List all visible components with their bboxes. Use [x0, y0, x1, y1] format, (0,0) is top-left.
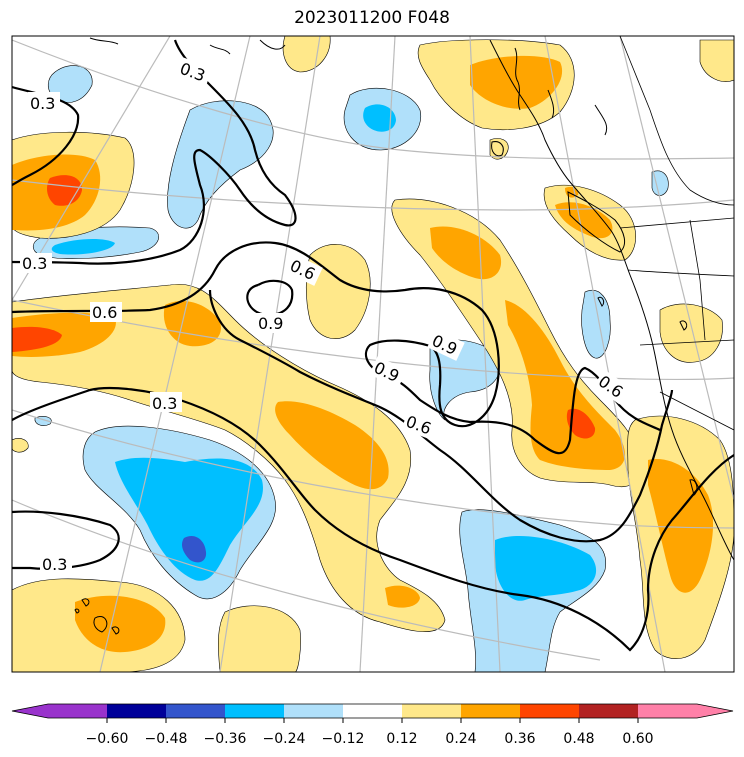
colorbar-bin [166, 704, 225, 718]
contour-label: 0.6 [92, 303, 117, 322]
colorbar-extend-high [697, 704, 733, 718]
colorbar-tick-label: 0.36 [504, 731, 535, 747]
colorbar-tick-label: 0.24 [445, 731, 476, 747]
colorbar-tick-label: −0.36 [204, 731, 247, 747]
colorbar-bin [579, 704, 638, 718]
map-title: 2023011200 F048 [294, 8, 450, 28]
colorbar-tick-label: −0.24 [263, 731, 306, 747]
colorbar-bin [225, 704, 284, 718]
colorbar-tick-label: 0.12 [386, 731, 417, 747]
colorbar-extend-low [12, 704, 48, 718]
contour-label: 0.3 [152, 394, 177, 413]
graticule-lines [12, 36, 734, 672]
positive-anomaly-fill [12, 36, 734, 672]
colorbar-bin [520, 704, 579, 718]
contour-label: 0.3 [22, 254, 47, 273]
colorbar-bin [343, 704, 402, 718]
colorbar-bin [107, 704, 166, 718]
map-frame [11, 35, 735, 673]
colorbar-bin [638, 704, 697, 718]
colorbar-tick-label: −0.12 [322, 731, 365, 747]
negative-anomaly-fill [32, 65, 669, 672]
map-area: 0.3 0.3 0.3 0.3 0.3 0.6 0.6 0.6 0.6 0.9 … [12, 36, 734, 672]
contour-label-group: 0.3 0.3 0.3 0.3 0.3 0.6 0.6 0.6 0.6 0.9 … [20, 57, 631, 574]
colorbar-tick-label: 0.48 [563, 731, 594, 747]
colorbar-bin [284, 704, 343, 718]
contour-label: 0.3 [30, 94, 55, 113]
colorbar-tick-label: −0.48 [145, 731, 188, 747]
colorbar-tick-label: −0.60 [86, 731, 129, 747]
colorbar-tick-label: 0.60 [622, 731, 653, 747]
coastlines [74, 37, 734, 635]
colorbar-bin [402, 704, 461, 718]
contour-label: 0.3 [42, 555, 67, 574]
colorbar-bin [48, 704, 107, 718]
colorbar: −0.60 −0.48 −0.36 −0.24 −0.12 0.12 0.24 … [11, 703, 734, 747]
political-borders [619, 36, 734, 431]
colorbar-bin [461, 704, 520, 718]
contour-label: 0.9 [258, 314, 283, 333]
